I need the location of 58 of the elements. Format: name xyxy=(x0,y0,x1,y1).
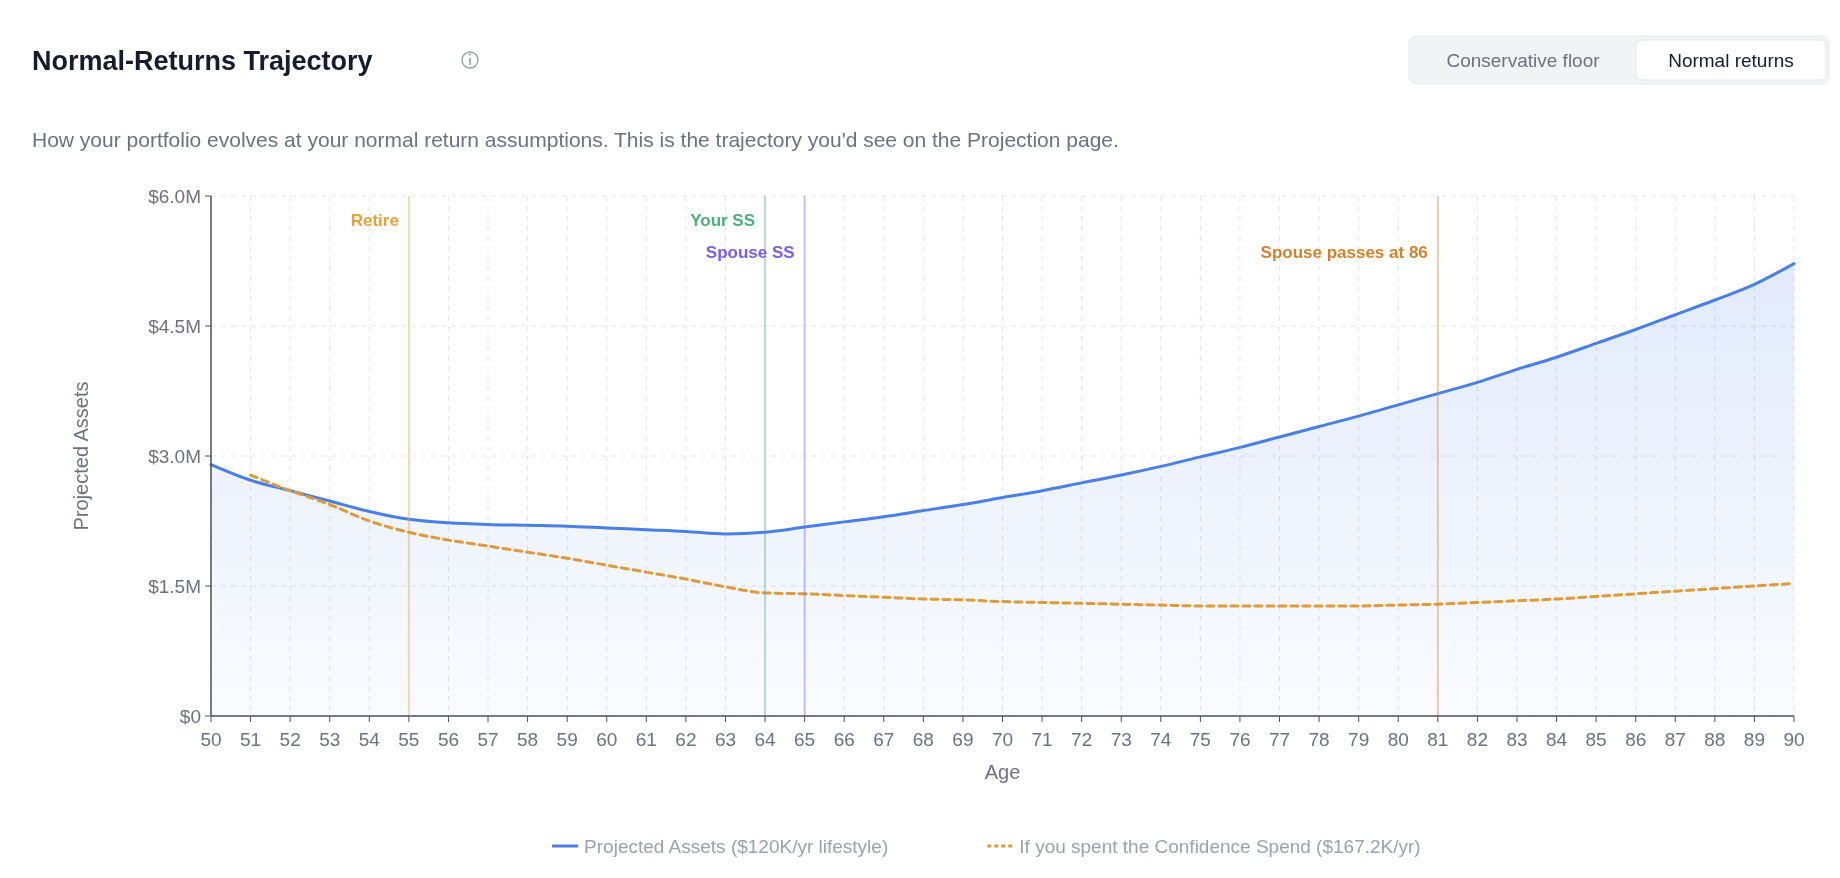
x-tick-label: 77 xyxy=(1268,729,1291,750)
x-tick-label: 83 xyxy=(1506,729,1528,750)
x-tick-label: 63 xyxy=(714,729,737,750)
legend-label: Projected Assets ($120K/yr lifestyle) xyxy=(584,835,889,857)
x-tick-label: 80 xyxy=(1387,729,1409,750)
x-tick-label: 58 xyxy=(517,729,539,750)
y-tick-label: $6.0M xyxy=(148,185,201,207)
chart-title: Normal-Returns Trajectory xyxy=(32,46,373,76)
chart-subtitle: How your portfolio evolves at your normal return assumptions. This is the trajectory you'd see on the Projection page. xyxy=(32,128,1119,151)
x-tick-label: 72 xyxy=(1071,729,1093,750)
ref-line-label: Retire xyxy=(350,211,399,230)
ref-line-label: Your SS xyxy=(690,211,756,230)
x-tick-label: 68 xyxy=(912,729,934,750)
x-tick-label: 60 xyxy=(596,729,618,750)
x-tick-label: 56 xyxy=(437,729,460,750)
x-tick-label: 51 xyxy=(240,729,262,750)
x-tick-label: 90 xyxy=(1783,729,1805,750)
x-tick-label: 54 xyxy=(358,729,381,750)
x-tick-label: 81 xyxy=(1427,729,1449,750)
x-tick-label: 89 xyxy=(1743,729,1765,750)
ref-line-label: Spouse passes at 86 xyxy=(1260,243,1428,262)
ref-line-label: Spouse SS xyxy=(705,243,795,262)
x-axis-title: Age xyxy=(984,761,1021,783)
x-tick-label: 74 xyxy=(1150,729,1172,750)
x-tick-label: 69 xyxy=(952,729,974,750)
x-tick-label: 61 xyxy=(635,729,657,750)
x-tick-label: 86 xyxy=(1625,729,1647,750)
legend-label: If you spent the Confidence Spend ($167.2K/yr) xyxy=(1019,835,1421,857)
x-tick-label: 64 xyxy=(754,729,777,750)
x-tick-label: 59 xyxy=(556,729,578,750)
x-tick-label: 52 xyxy=(279,729,301,750)
x-tick-label: 50 xyxy=(200,729,222,750)
x-tick-label: 87 xyxy=(1664,729,1686,750)
x-tick-label: 84 xyxy=(1545,729,1568,750)
x-tick-label: 70 xyxy=(991,729,1014,750)
x-tick-label: 62 xyxy=(675,729,697,750)
text: Conservative floor xyxy=(1446,50,1601,71)
x-tick-label: 53 xyxy=(319,729,341,750)
x-tick-label: 75 xyxy=(1189,729,1211,750)
x-tick-label: 79 xyxy=(1348,729,1370,750)
x-tick-label: 55 xyxy=(398,729,420,750)
x-tick-label: 78 xyxy=(1308,729,1330,750)
x-tick-label: 67 xyxy=(873,729,895,750)
x-tick-label: 71 xyxy=(1031,729,1053,750)
x-tick-label: 73 xyxy=(1110,729,1132,750)
x-tick-label: 85 xyxy=(1585,729,1607,750)
y-tick-label: $3.0M xyxy=(148,445,201,467)
y-tick-label: $0 xyxy=(179,705,201,727)
x-tick-label: 66 xyxy=(833,729,855,750)
y-tick-label: $4.5M xyxy=(148,315,201,337)
x-tick-label: 57 xyxy=(477,729,499,750)
x-tick-label: 76 xyxy=(1229,729,1251,750)
text: Normal returns xyxy=(1668,50,1794,71)
x-tick-label: 82 xyxy=(1466,729,1488,750)
x-tick-label: 65 xyxy=(794,729,816,750)
y-axis-title: Projected Assets xyxy=(70,381,92,531)
y-tick-label: $1.5M xyxy=(148,575,201,597)
x-tick-label: 88 xyxy=(1704,729,1726,750)
